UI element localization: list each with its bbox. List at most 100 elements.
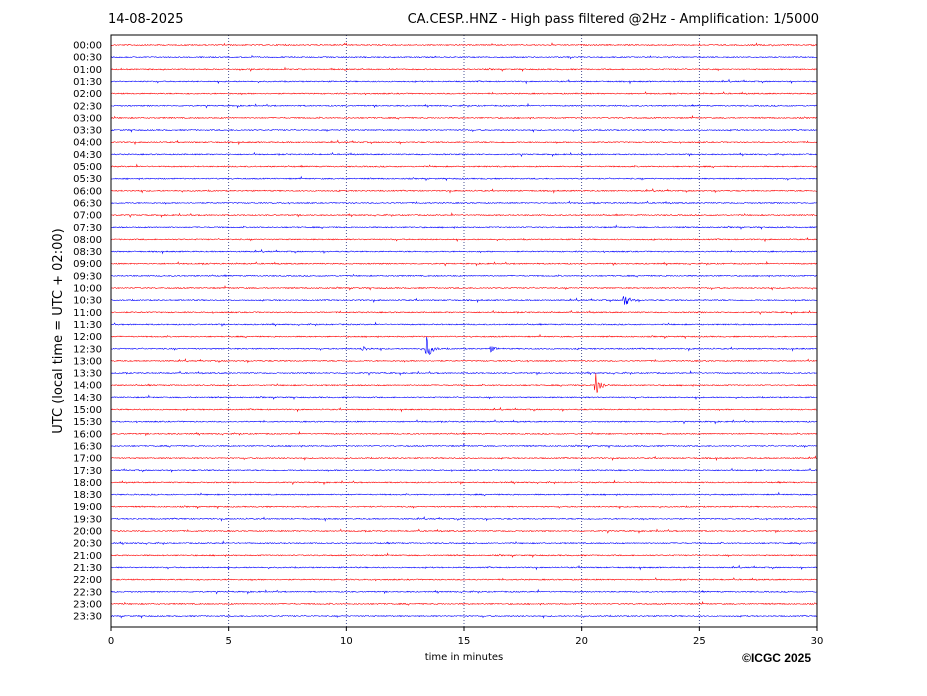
row-label: 11:00 <box>73 308 102 319</box>
row-label: 20:30 <box>73 539 102 550</box>
row-label: 01:30 <box>73 77 102 88</box>
trace-1500 <box>110 406 817 413</box>
trace-1300 <box>110 358 817 364</box>
trace-2230 <box>110 588 817 595</box>
row-label: 21:30 <box>73 563 102 574</box>
trace-2030 <box>110 540 817 546</box>
x-ticks: 0 5 10 15 20 25 30 <box>108 627 824 647</box>
row-label: 05:30 <box>73 174 102 185</box>
row-label: 05:00 <box>73 162 102 173</box>
copyright-credit: ©ICGC 2025 <box>742 651 811 665</box>
traces <box>110 42 817 619</box>
row-label: 13:30 <box>73 369 102 380</box>
row-label: 17:00 <box>73 454 102 465</box>
row-label: 07:00 <box>73 211 102 222</box>
x-tick-label: 0 <box>108 636 114 647</box>
y-axis-label: UTC (local time = UTC + 02:00) <box>51 228 66 433</box>
row-label: 07:30 <box>73 223 102 234</box>
trace-1000 <box>110 285 817 291</box>
row-label: 14:30 <box>73 393 102 404</box>
row-label: 04:00 <box>73 138 102 149</box>
x-tick-label: 25 <box>693 636 706 647</box>
row-label: 06:00 <box>73 186 102 197</box>
trace-0500 <box>110 163 817 169</box>
trace-1130 <box>110 321 817 327</box>
trace-1830 <box>110 491 817 497</box>
trace-0800 <box>110 237 817 243</box>
trace-1100 <box>110 309 817 316</box>
trace-0900 <box>110 260 817 267</box>
trace-0100 <box>110 66 817 72</box>
row-label: 09:00 <box>73 259 102 270</box>
row-label: 15:00 <box>73 405 102 416</box>
trace-0030 <box>110 54 817 60</box>
row-label: 03:00 <box>73 113 102 124</box>
row-label: 08:00 <box>73 235 102 246</box>
row-label: 18:30 <box>73 490 102 501</box>
grid-lines <box>228 35 700 627</box>
trace-1630 <box>110 443 817 449</box>
row-label: 13:00 <box>73 356 102 367</box>
row-label: 00:30 <box>73 53 102 64</box>
row-label: 16:30 <box>73 441 102 452</box>
trace-0600 <box>110 188 817 194</box>
trace-1530 <box>110 419 817 425</box>
row-label: 04:30 <box>73 150 102 161</box>
x-axis-label: time in minutes <box>425 652 504 663</box>
trace-2200 <box>110 577 817 582</box>
trace-0630 <box>110 200 817 205</box>
row-label: 16:00 <box>73 429 102 440</box>
trace-0200 <box>110 91 817 96</box>
row-label: 14:00 <box>73 381 102 392</box>
trace-1400 <box>110 373 817 393</box>
row-label: 19:30 <box>73 514 102 525</box>
chart-title: CA.CESP..HNZ - High pass filtered @2Hz -… <box>407 12 819 27</box>
trace-1230 <box>110 336 817 356</box>
row-label: 00:00 <box>73 41 102 52</box>
trace-2100 <box>110 552 817 558</box>
row-label: 11:30 <box>73 320 102 331</box>
row-label: 08:30 <box>73 247 102 258</box>
trace-2000 <box>110 528 817 534</box>
trace-2130 <box>110 564 817 571</box>
trace-0730 <box>110 224 817 230</box>
row-label: 23:30 <box>73 612 102 623</box>
trace-2300 <box>110 601 817 606</box>
trace-2330 <box>110 614 817 619</box>
row-label: 23:00 <box>73 599 102 610</box>
trace-1730 <box>110 467 817 473</box>
row-label: 01:00 <box>73 65 102 76</box>
row-label: 22:00 <box>73 575 102 586</box>
trace-0000 <box>110 42 817 47</box>
row-label: 20:00 <box>73 527 102 538</box>
row-label: 10:30 <box>73 296 102 307</box>
row-label: 02:00 <box>73 89 102 100</box>
trace-1930 <box>110 516 817 522</box>
date-label: 14-08-2025 <box>108 12 184 27</box>
row-label: 06:30 <box>73 198 102 209</box>
x-tick-label: 20 <box>575 636 588 647</box>
x-tick-label: 30 <box>811 636 824 647</box>
row-label: 22:30 <box>73 587 102 598</box>
trace-0930 <box>110 273 817 278</box>
row-label: 12:00 <box>73 332 102 343</box>
row-label: 02:30 <box>73 101 102 112</box>
trace-1430 <box>110 394 817 401</box>
trace-1600 <box>110 430 817 437</box>
row-label: 17:30 <box>73 466 102 477</box>
trace-0400 <box>110 139 817 146</box>
trace-0700 <box>110 212 817 218</box>
trace-1700 <box>110 455 817 462</box>
trace-0130 <box>110 78 817 85</box>
trace-1330 <box>110 370 817 376</box>
trace-1800 <box>110 479 817 486</box>
row-label: 12:30 <box>73 344 102 355</box>
row-label: 15:30 <box>73 417 102 428</box>
trace-1900 <box>110 505 817 510</box>
row-label: 10:00 <box>73 284 102 295</box>
trace-0230 <box>110 102 817 109</box>
row-label: 19:00 <box>73 502 102 513</box>
trace-0330 <box>110 128 817 133</box>
row-label: 09:30 <box>73 271 102 282</box>
